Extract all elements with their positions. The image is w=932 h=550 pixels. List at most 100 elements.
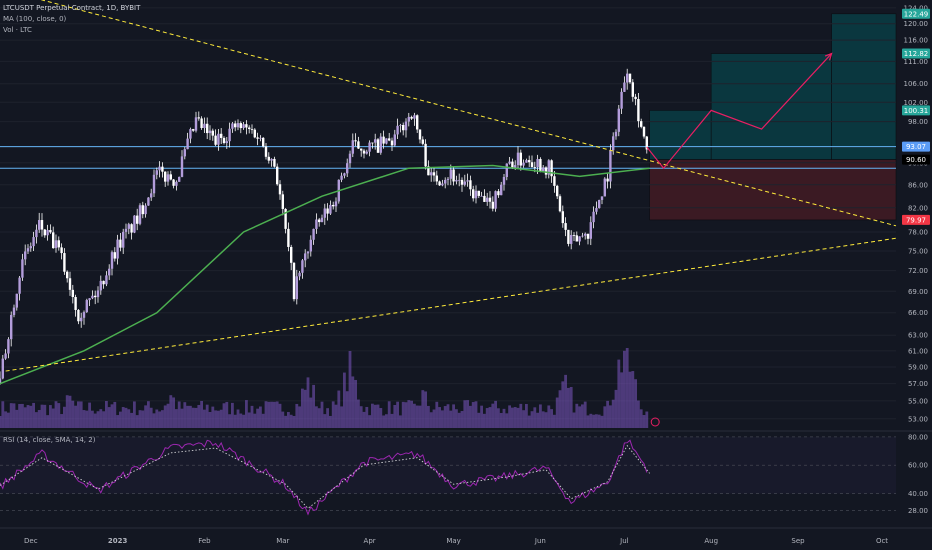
volume-bar (287, 412, 290, 428)
candle-body (626, 73, 629, 83)
volume-bar (376, 404, 380, 428)
volume-bar (547, 405, 551, 428)
legend-symbol[interactable]: LTCUSDT Perpetual Contract, 1D, BYBIT (3, 4, 140, 13)
horizontal-levels[interactable] (0, 146, 896, 169)
candle-body (110, 252, 114, 269)
volume-bar (550, 409, 553, 428)
volume-bar (194, 407, 198, 428)
volume-bar (147, 401, 150, 428)
volume-bar (418, 405, 422, 428)
volume-bar (401, 401, 405, 428)
volume-bar (396, 401, 399, 428)
candle-body (147, 197, 150, 206)
volume-bar (429, 412, 433, 428)
candle-body (469, 180, 472, 190)
volume-bar (583, 401, 587, 428)
legend-vol-text: Vol · LTC (3, 26, 32, 34)
volume-bar (161, 410, 164, 428)
price-tick-label: 69.00 (908, 288, 928, 296)
volume-bar (1, 401, 5, 428)
volume-bar (382, 415, 385, 428)
volume-bar (63, 406, 66, 428)
candle-body (609, 150, 612, 182)
time-axis[interactable]: Dec 2023 Feb Mar Apr May Jun Jul Aug Sep Oct (0, 527, 932, 545)
trendline-lower[interactable] (5, 237, 897, 372)
price-label-text: 122.49 (904, 10, 929, 18)
candle-body (91, 295, 94, 299)
candle-body (458, 179, 461, 181)
projection-polyline[interactable] (646, 53, 833, 170)
candle-body (189, 129, 192, 139)
price-tick-label: 82.00 (908, 204, 928, 212)
volume-bar (275, 401, 279, 428)
volume-bar (620, 372, 623, 428)
volume-bar (26, 405, 30, 428)
candle-body (343, 173, 346, 176)
volume-bar (581, 404, 584, 428)
volume-bar (407, 400, 411, 428)
volume-bar (513, 407, 517, 428)
volume-bar (499, 413, 503, 428)
trendline-upper[interactable] (14, 0, 897, 227)
target-zone-0[interactable] (649, 110, 712, 160)
candle-body (623, 82, 626, 92)
volume-bar (589, 413, 593, 428)
risk-reward-zones[interactable] (649, 13, 897, 221)
price-tick-label: 57.00 (908, 380, 928, 388)
volume-bar (586, 415, 590, 428)
candle-body (519, 152, 522, 166)
legend-rsi[interactable]: RSI (14, close, SMA, 14, 2) (3, 436, 95, 445)
ma-100-polyline (0, 164, 650, 385)
rsi-pane (0, 430, 932, 516)
legend-vol[interactable]: Vol · LTC (3, 26, 32, 35)
candle-body (351, 140, 354, 154)
candle-body (130, 224, 133, 233)
volume-bar (505, 413, 509, 428)
volume-bar (539, 404, 542, 428)
volume-bar (628, 371, 632, 428)
trendlines[interactable] (5, 0, 897, 372)
volume-bar (315, 406, 318, 428)
volume-bar (40, 404, 44, 428)
candle-body (127, 224, 130, 229)
legend-ma[interactable]: MA (100, close, 0) (3, 15, 66, 24)
volume-bar (71, 400, 75, 428)
volume-bar (197, 404, 201, 428)
volume-bar (469, 405, 472, 428)
price-tick-label: 116.00 (904, 37, 929, 45)
volume-bar (264, 401, 268, 428)
candle-body (444, 179, 447, 184)
candle-body (52, 232, 55, 249)
projection-path[interactable] (646, 52, 833, 170)
volume-bar (452, 404, 455, 428)
candle-body (29, 246, 32, 249)
candle-body (612, 136, 615, 151)
volume-bar (474, 401, 478, 428)
volume-bar (337, 390, 341, 428)
candle-body (239, 123, 242, 129)
volume-bar (340, 406, 343, 428)
candle-body (24, 251, 27, 260)
volume-bar (435, 401, 439, 428)
candle-body (287, 228, 290, 247)
volume-bar (211, 406, 215, 428)
volume-bar (477, 412, 481, 428)
candle-body (572, 235, 576, 236)
target-zone-2[interactable] (831, 13, 897, 160)
volume-bar (273, 401, 276, 428)
volume-bar (317, 408, 321, 428)
volume-bar (205, 404, 209, 428)
price-axis[interactable]: 124.00 120.00 116.00 111.00 106.00 102.00 98.0… (904, 4, 929, 515)
candle-body (172, 179, 175, 186)
target-zone-1[interactable] (710, 53, 832, 160)
stop-zone[interactable] (649, 159, 897, 221)
candle-body (292, 262, 296, 300)
candle-body (315, 219, 318, 229)
candle-body (584, 233, 587, 236)
candle-body (161, 166, 164, 172)
candle-body (43, 229, 46, 236)
volume-bar (270, 401, 273, 428)
volume-bar (200, 400, 203, 428)
candle-body (376, 139, 380, 153)
